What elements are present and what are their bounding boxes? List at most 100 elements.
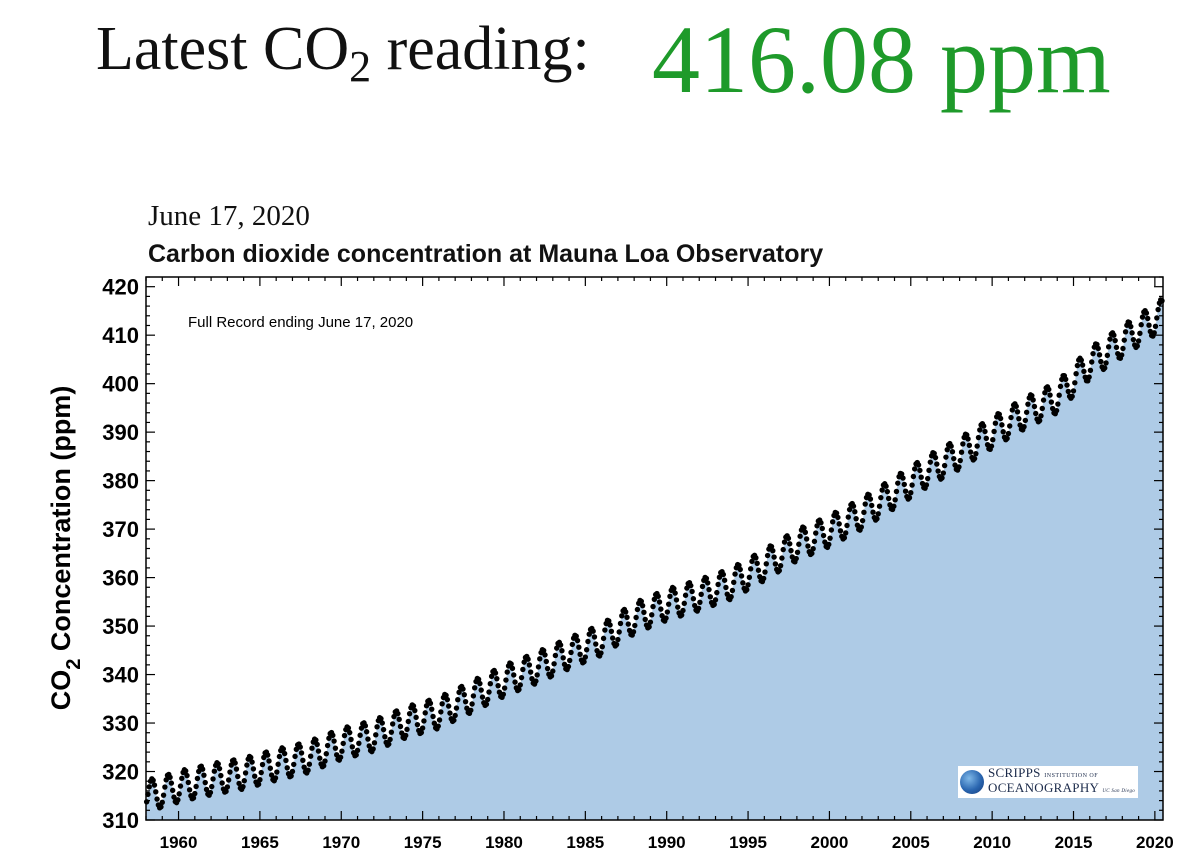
data-point (801, 525, 807, 531)
data-point (828, 527, 835, 533)
data-point (418, 729, 425, 736)
data-point (265, 752, 271, 758)
data-point (895, 480, 901, 486)
data-point (1016, 415, 1022, 422)
data-point (175, 797, 181, 803)
data-point (859, 517, 866, 524)
data-point (487, 681, 494, 687)
data-point (313, 737, 319, 743)
data-point (827, 535, 833, 541)
data-point (537, 656, 543, 662)
data-point (630, 629, 637, 635)
data-point (297, 744, 303, 750)
data-point (207, 789, 214, 796)
data-point (682, 592, 689, 598)
data-point (249, 759, 255, 765)
data-point (345, 725, 352, 731)
data-point (874, 516, 880, 522)
data-point (1040, 397, 1047, 403)
data-point (186, 787, 193, 793)
data-point (910, 473, 917, 480)
data-point (681, 600, 687, 607)
data-point (1098, 358, 1104, 365)
data-point (241, 778, 247, 784)
data-point (298, 750, 305, 756)
data-point (1089, 359, 1095, 365)
data-point (797, 533, 803, 539)
data-point (675, 604, 681, 610)
data-point (177, 783, 184, 789)
data-point (1079, 362, 1086, 368)
data-point (261, 754, 267, 761)
data-point (167, 774, 173, 780)
data-point (712, 597, 719, 603)
data-point (714, 589, 720, 596)
data-point (1152, 323, 1159, 329)
data-point (1074, 362, 1081, 369)
data-point (281, 750, 288, 757)
data-point (891, 503, 897, 509)
data-point (1118, 352, 1125, 358)
data-point (1025, 401, 1031, 407)
x-tick-label: 1970 (322, 833, 360, 852)
data-point (365, 736, 371, 742)
data-point (576, 644, 582, 650)
data-point (680, 607, 686, 614)
data-point (1145, 315, 1151, 322)
logo-line1-small: INSTITUTION OF (1044, 773, 1099, 779)
data-point (943, 454, 949, 460)
data-point (1007, 423, 1013, 429)
data-point (397, 723, 404, 730)
data-point (535, 664, 542, 670)
data-point (315, 748, 322, 754)
data-point (633, 614, 639, 621)
data-point (171, 794, 177, 800)
data-point (623, 609, 629, 615)
data-point (518, 674, 525, 681)
data-point (866, 492, 872, 498)
data-point (554, 645, 560, 651)
data-point (362, 723, 369, 729)
data-point (276, 753, 283, 760)
data-point (753, 555, 759, 561)
data-point (501, 685, 508, 691)
data-point (445, 703, 452, 709)
data-point (642, 616, 648, 623)
data-point (850, 503, 857, 509)
data-point (533, 678, 539, 684)
data-point (1065, 388, 1072, 395)
data-point (810, 546, 816, 552)
y-tick-label: 390 (102, 420, 139, 445)
data-point (939, 475, 945, 481)
data-point (1014, 409, 1021, 415)
data-point (1081, 368, 1087, 375)
data-point (252, 773, 258, 779)
data-point (468, 707, 474, 713)
data-point (1036, 417, 1043, 424)
data-point (944, 446, 950, 453)
data-point (527, 669, 534, 675)
data-point (1022, 417, 1029, 424)
data-point (837, 528, 844, 534)
data-point (414, 721, 421, 728)
data-point (500, 691, 507, 697)
data-point (248, 754, 254, 761)
data-point (232, 760, 238, 766)
y-tick-label: 310 (102, 808, 139, 833)
data-point (772, 561, 779, 567)
data-point (1086, 374, 1092, 380)
data-point (258, 769, 264, 776)
data-point (1128, 323, 1134, 330)
data-point (323, 751, 329, 757)
data-point (1062, 376, 1069, 382)
data-point (288, 773, 294, 779)
data-point (1159, 298, 1165, 304)
data-point (843, 530, 849, 536)
data-point (267, 765, 274, 771)
data-point (845, 514, 851, 520)
data-point (1107, 336, 1113, 342)
data-point (870, 509, 876, 515)
data-point (543, 658, 549, 665)
globe-icon (960, 770, 984, 794)
data-point (999, 422, 1005, 428)
